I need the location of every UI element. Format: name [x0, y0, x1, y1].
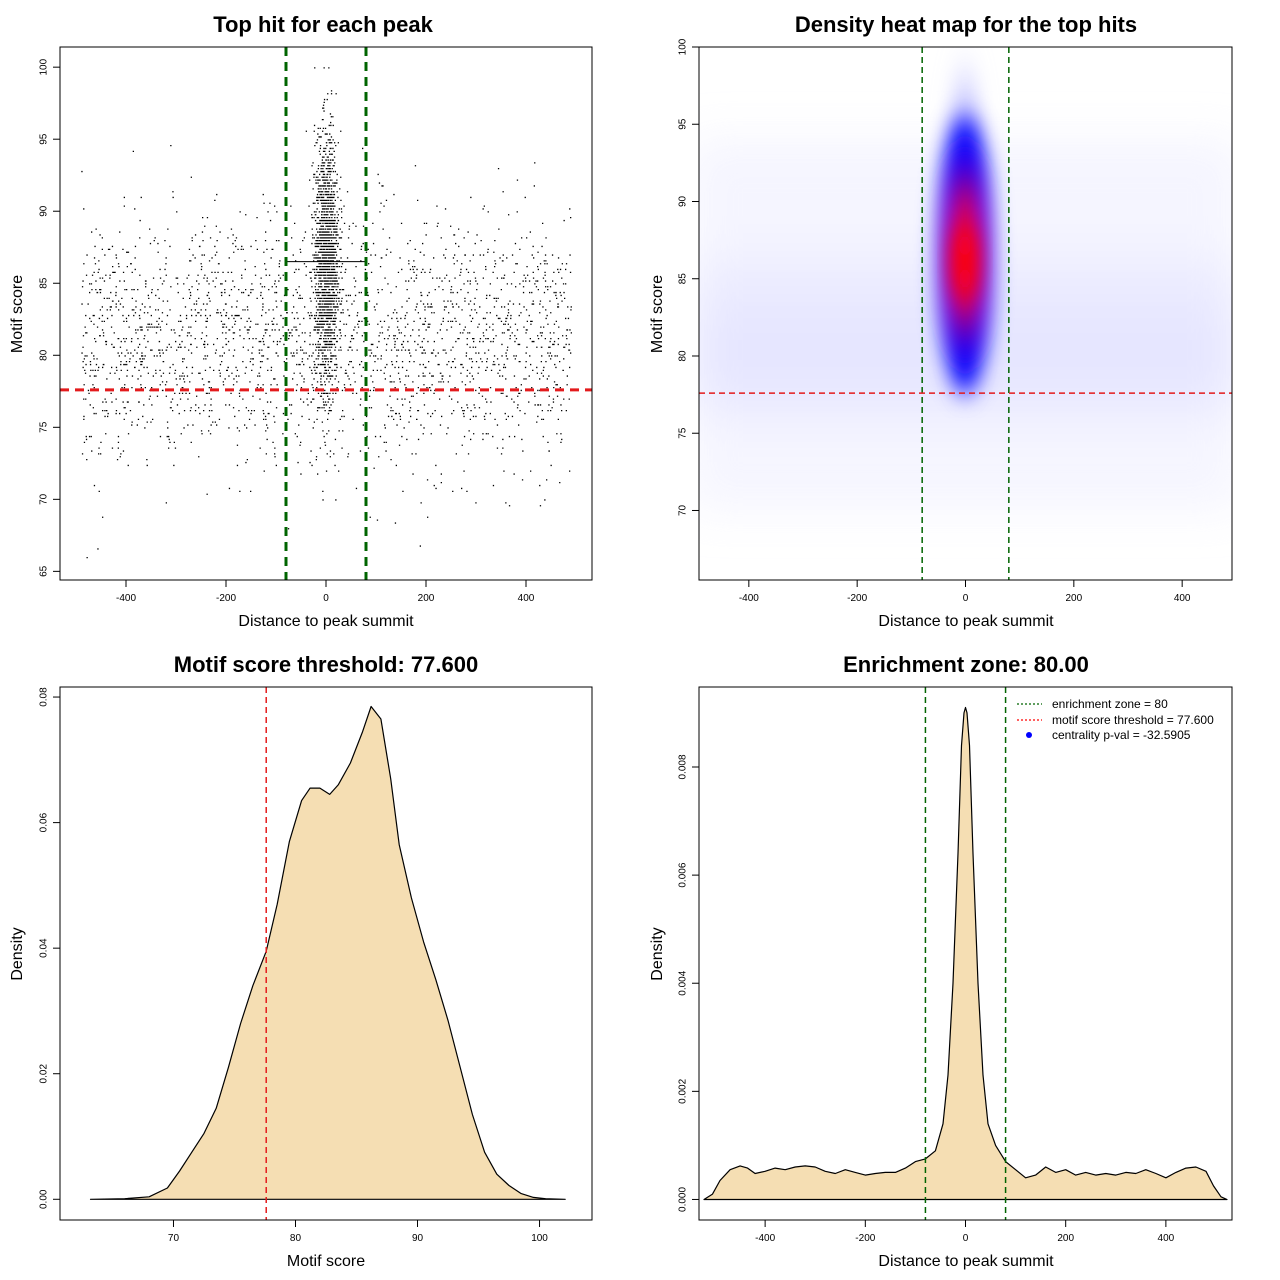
- y-tick-label: 100: [39, 58, 50, 75]
- x-tick-label: 0: [963, 1233, 969, 1244]
- scatter-points: [81, 67, 573, 559]
- x-tick-label: -200: [855, 1233, 875, 1244]
- y-tick-label: 0.008: [678, 754, 689, 779]
- y-tick-label: 85: [678, 273, 689, 285]
- y-tick-label: 75: [678, 427, 689, 439]
- heatmap-density-field: [699, 47, 1232, 580]
- distance-density-x-axis: -400 -200 0 200 400: [755, 1220, 1175, 1244]
- y-tick-label: 70: [678, 504, 689, 516]
- scatter-y-label: Motif score: [9, 275, 26, 353]
- y-tick-label: 75: [39, 421, 50, 433]
- x-tick-label: -400: [755, 1233, 775, 1244]
- x-tick-label: 200: [1057, 1233, 1074, 1244]
- scatter-title: Top hit for each peak: [213, 12, 433, 37]
- x-tick-label: 70: [168, 1233, 180, 1244]
- x-tick-label: -400: [116, 593, 136, 604]
- x-tick-label: 400: [1174, 593, 1191, 604]
- scatter-plot-frame: [59, 46, 593, 581]
- score-density-area: [89, 705, 566, 1200]
- x-tick-label: -200: [216, 593, 236, 604]
- x-tick-label: 0: [323, 593, 329, 604]
- x-tick-label: 90: [412, 1233, 424, 1244]
- score-density-x-axis: 70 80 90 100: [168, 1220, 548, 1244]
- heatmap-x-axis: -400 -200 0 200 400: [739, 580, 1191, 604]
- distance-density-y-label: Density: [649, 927, 666, 980]
- y-tick-label: 0.000: [678, 1187, 689, 1212]
- y-tick-label: 0.006: [678, 862, 689, 887]
- scatter-x-axis: -400 -200 0 200 400: [116, 580, 535, 604]
- scatter-x-label: Distance to peak summit: [238, 613, 414, 630]
- y-tick-label: 0.00: [39, 1189, 50, 1209]
- y-tick-label: 90: [678, 195, 689, 207]
- legend-pval-label: centrality p-val = -32.5905: [1052, 728, 1191, 742]
- y-tick-label: 80: [678, 350, 689, 362]
- heatmap-y-axis: 70 75 80 85 90 95 100: [678, 38, 699, 516]
- score-density-panel: Motif score threshold: 77.600 70 80 90 100 …: [9, 652, 593, 1270]
- x-tick-label: 200: [1065, 593, 1082, 604]
- y-tick-label: 0.02: [39, 1064, 50, 1084]
- x-tick-label: 0: [963, 593, 969, 604]
- distance-density-x-label: Distance to peak summit: [878, 1253, 1054, 1270]
- distance-density-y-axis: 0.000 0.002 0.004 0.006 0.008: [678, 754, 699, 1212]
- x-tick-label: -200: [847, 593, 867, 604]
- distance-density-area: [703, 706, 1228, 1201]
- score-density-y-axis: 0.00 0.02 0.04 0.06 0.08: [39, 687, 60, 1209]
- y-tick-label: 85: [39, 277, 50, 289]
- score-density-y-label: Density: [9, 927, 26, 980]
- heatmap-x-label: Distance to peak summit: [878, 613, 1054, 630]
- y-tick-label: 0.06: [39, 812, 50, 832]
- legend-threshold-label: motif score threshold = 77.600: [1052, 713, 1214, 727]
- y-tick-label: 100: [678, 38, 689, 55]
- heatmap-y-label: Motif score: [649, 275, 666, 353]
- y-tick-label: 0.08: [39, 687, 50, 707]
- y-tick-label: 95: [678, 118, 689, 130]
- distance-density-panel: Enrichment zone: 80.00 -400 -200 0 200 400 0…: [649, 652, 1233, 1270]
- distance-density-legend: enrichment zone = 80 motif score thresho…: [1017, 697, 1214, 742]
- legend-zone-label: enrichment zone = 80: [1052, 697, 1168, 711]
- legend-pval-swatch: [1026, 732, 1032, 738]
- x-tick-label: 200: [418, 593, 435, 604]
- y-tick-label: 90: [39, 205, 50, 217]
- score-density-x-label: Motif score: [287, 1253, 365, 1270]
- x-tick-label: 400: [1158, 1233, 1175, 1244]
- heatmap-panel: Density heat map for the top hits: [649, 12, 1233, 630]
- y-tick-label: 0.002: [678, 1078, 689, 1103]
- y-tick-label: 95: [39, 133, 50, 145]
- y-tick-label: 0.04: [39, 938, 50, 958]
- y-tick-label: 70: [39, 493, 50, 505]
- score-density-title: Motif score threshold: 77.600: [174, 652, 478, 677]
- x-tick-label: 400: [518, 593, 535, 604]
- scatter-y-axis: 65 70 75 80 85 90 95 100: [39, 58, 60, 577]
- distance-density-title: Enrichment zone: 80.00: [843, 652, 1089, 677]
- y-tick-label: 0.004: [678, 970, 689, 995]
- score-density-plot-frame: [59, 686, 593, 1221]
- scatter-panel: Top hit for each peak -400 -200 0 200 400 65…: [9, 12, 593, 630]
- x-tick-label: 100: [531, 1233, 548, 1244]
- y-tick-label: 80: [39, 349, 50, 361]
- x-tick-label: -400: [739, 593, 759, 604]
- heatmap-title: Density heat map for the top hits: [795, 12, 1137, 37]
- y-tick-label: 65: [39, 565, 50, 577]
- x-tick-label: 80: [290, 1233, 302, 1244]
- scatter-point-cloud: [81, 67, 573, 559]
